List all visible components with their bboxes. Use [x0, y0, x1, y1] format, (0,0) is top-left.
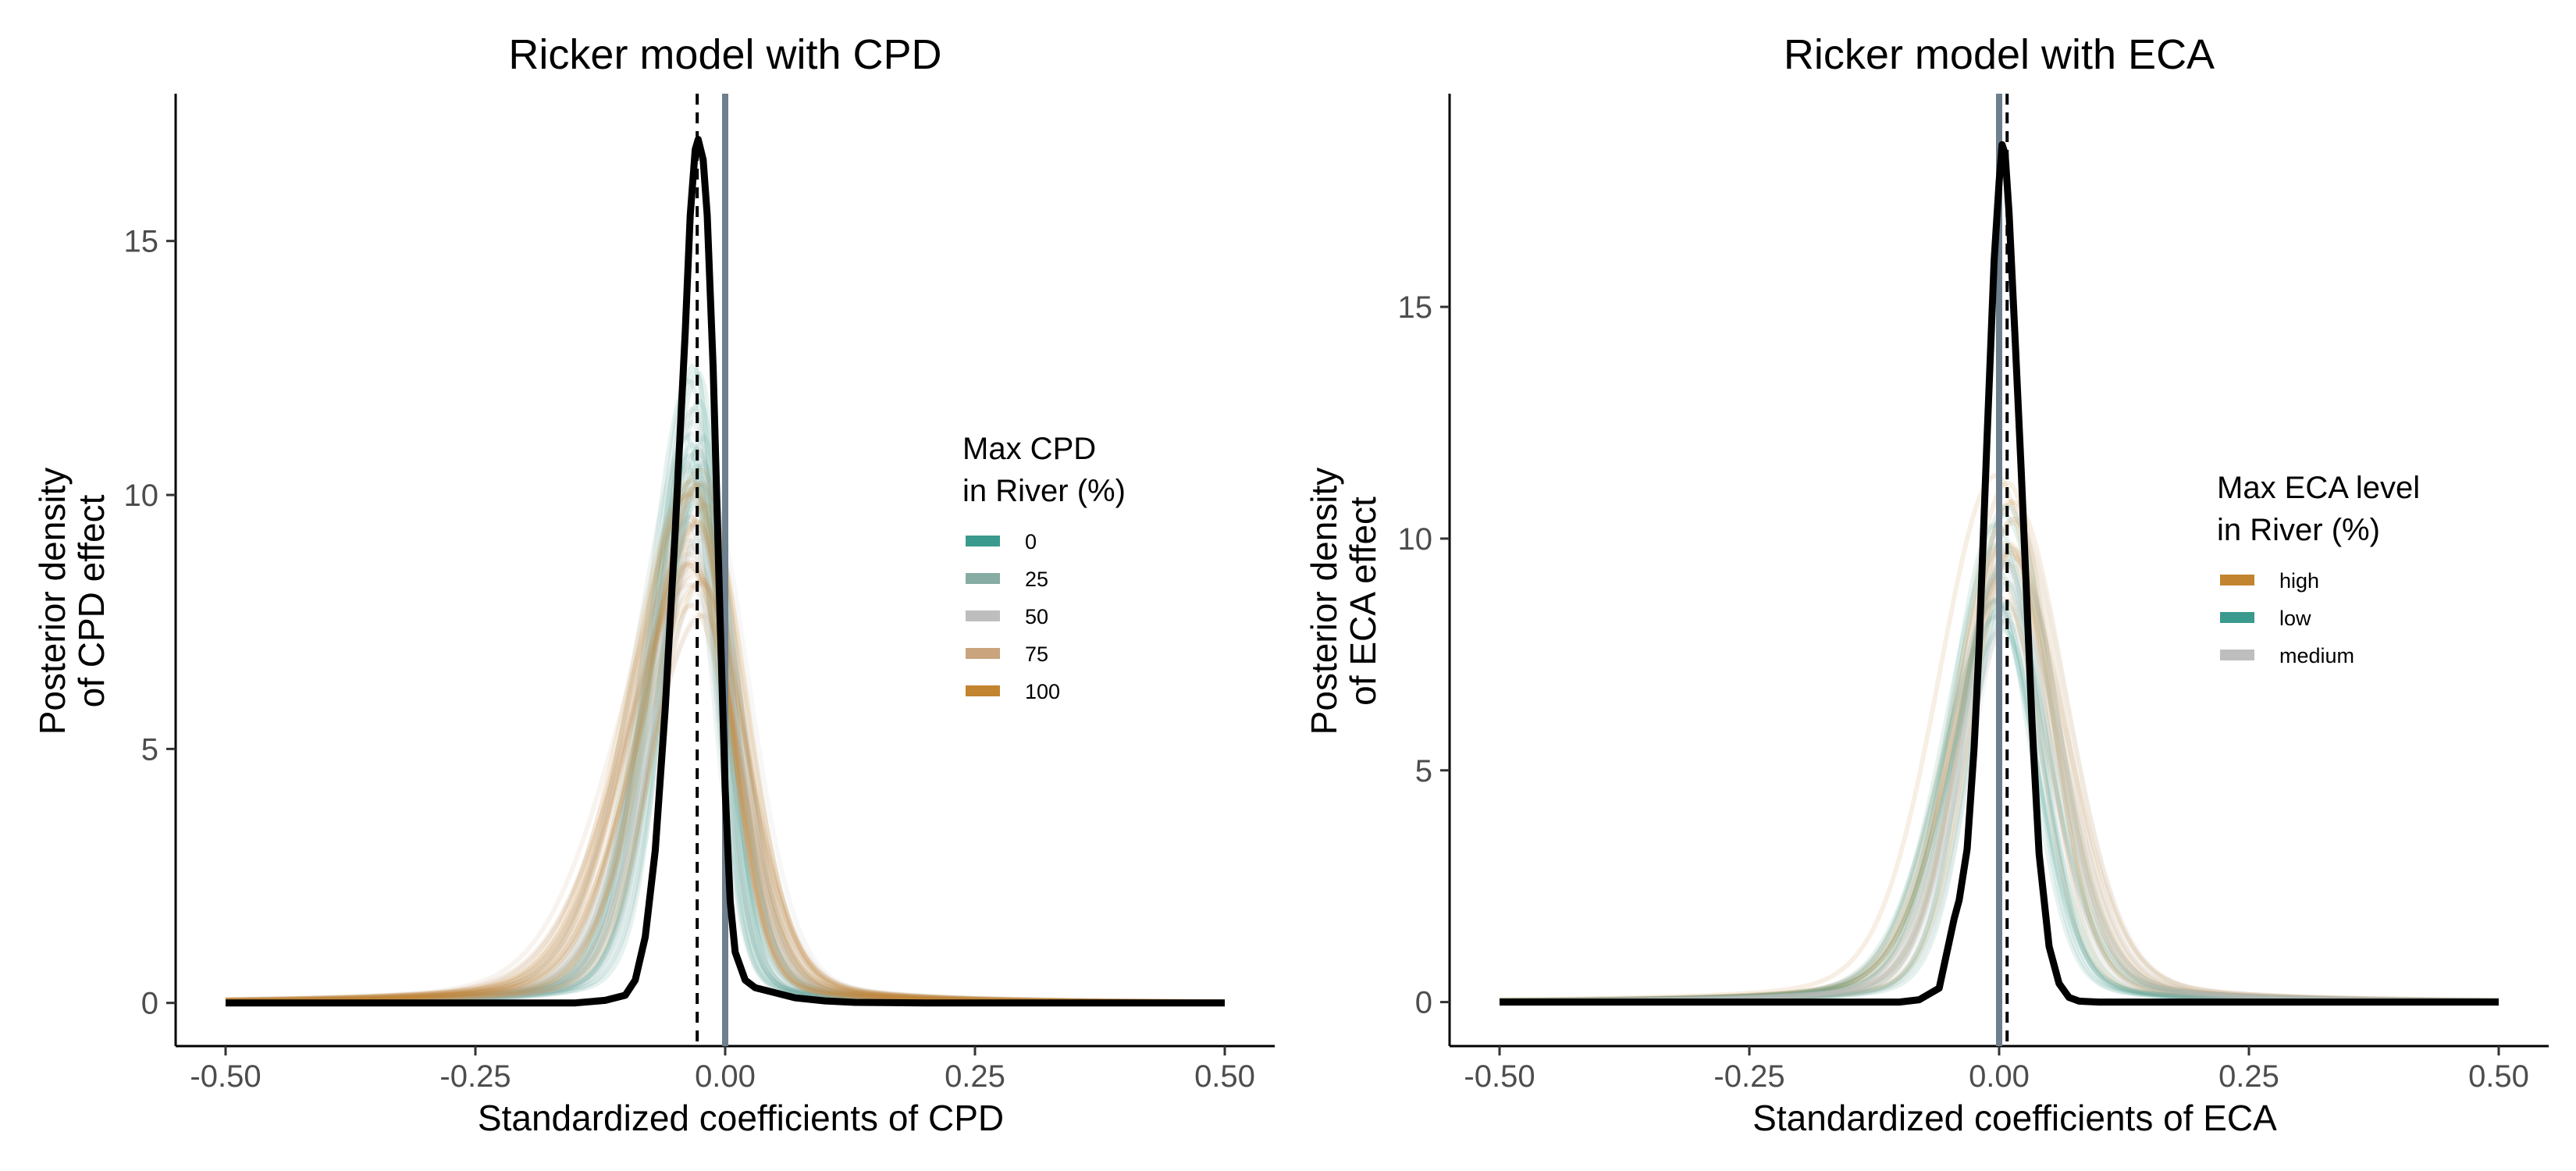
legend: Max CPD in River (%) 0 25 50 75 100	[962, 432, 1126, 703]
y-axis-title-line: Posterior density	[1304, 468, 1344, 735]
x-tick-label: 0.50	[2468, 1059, 2529, 1094]
legend-swatch	[966, 648, 1000, 659]
x-axis-title: Standardized coefficients of CPD	[478, 1098, 1004, 1138]
legend-label: 50	[1025, 605, 1048, 628]
x-tick-label: 0.25	[2218, 1059, 2279, 1094]
x-tick-label: 0.50	[1194, 1059, 1255, 1094]
x-tick-label: -0.25	[439, 1059, 511, 1094]
legend-title-line: in River (%)	[962, 474, 1126, 508]
y-tick-label: 0	[1415, 986, 1432, 1020]
x-tick-label: -0.50	[190, 1059, 261, 1094]
panel-eca: Ricker model with ECA -0.50 -0.25 0.00 0.25 0…	[1304, 31, 2549, 1138]
legend-swatch	[966, 536, 1000, 546]
legend: Max ECA level in River (%) high low medium	[2217, 471, 2420, 667]
y-axis-title-line: Posterior density	[32, 468, 73, 735]
y-tick-label: 10	[1398, 522, 1433, 557]
x-tick-label: -0.25	[1713, 1059, 1784, 1094]
y-axis-title: Posterior densityof ECA effect	[1304, 468, 1383, 735]
y-tick-label: 10	[124, 479, 159, 513]
legend-title-line: Max ECA level	[2217, 471, 2420, 505]
y-tick-label: 0	[141, 987, 158, 1021]
legend-label: medium	[2279, 644, 2354, 667]
legend-label: 0	[1025, 530, 1037, 553]
y-tick-label: 5	[1415, 754, 1432, 788]
legend-swatch	[2220, 612, 2254, 623]
x-tick-label: 0.00	[1969, 1059, 2030, 1094]
legend-swatch	[2220, 650, 2254, 660]
legend-swatch	[966, 610, 1000, 621]
x-tick-label: 0.25	[945, 1059, 1005, 1094]
x-axis-title: Standardized coefficients of ECA	[1752, 1098, 2277, 1138]
legend-swatch	[2220, 575, 2254, 586]
x-tick-label: -0.50	[1464, 1059, 1535, 1094]
chart-title: Ricker model with CPD	[508, 31, 941, 78]
legend-label: 100	[1025, 680, 1060, 703]
y-tick-label: 15	[1398, 290, 1433, 325]
y-axis-title: Posterior densityof CPD effect	[32, 468, 112, 735]
legend-swatch	[966, 573, 1000, 584]
y-axis-title-line: of ECA effect	[1343, 497, 1383, 706]
legend-title-line: in River (%)	[2217, 513, 2380, 547]
y-axis-title-line: of CPD effect	[71, 494, 112, 707]
overall-density-line	[226, 136, 1225, 1007]
x-tick-label: 0.00	[695, 1059, 756, 1094]
legend-label: low	[2279, 607, 2311, 630]
y-tick-label: 15	[124, 225, 159, 259]
y-tick-label: 5	[141, 732, 158, 767]
panel-cpd: Ricker model with CPD -0.50 -0.25 0.00 0.25 0…	[32, 31, 1275, 1138]
legend-swatch	[966, 685, 1000, 696]
legend-title-line: Max CPD	[962, 432, 1096, 466]
legend-label: high	[2279, 569, 2319, 593]
legend-label: 25	[1025, 568, 1048, 591]
legend-label: 75	[1025, 642, 1048, 666]
overall-density-line	[1500, 141, 2499, 1006]
chart-title: Ricker model with ECA	[1784, 31, 2215, 78]
